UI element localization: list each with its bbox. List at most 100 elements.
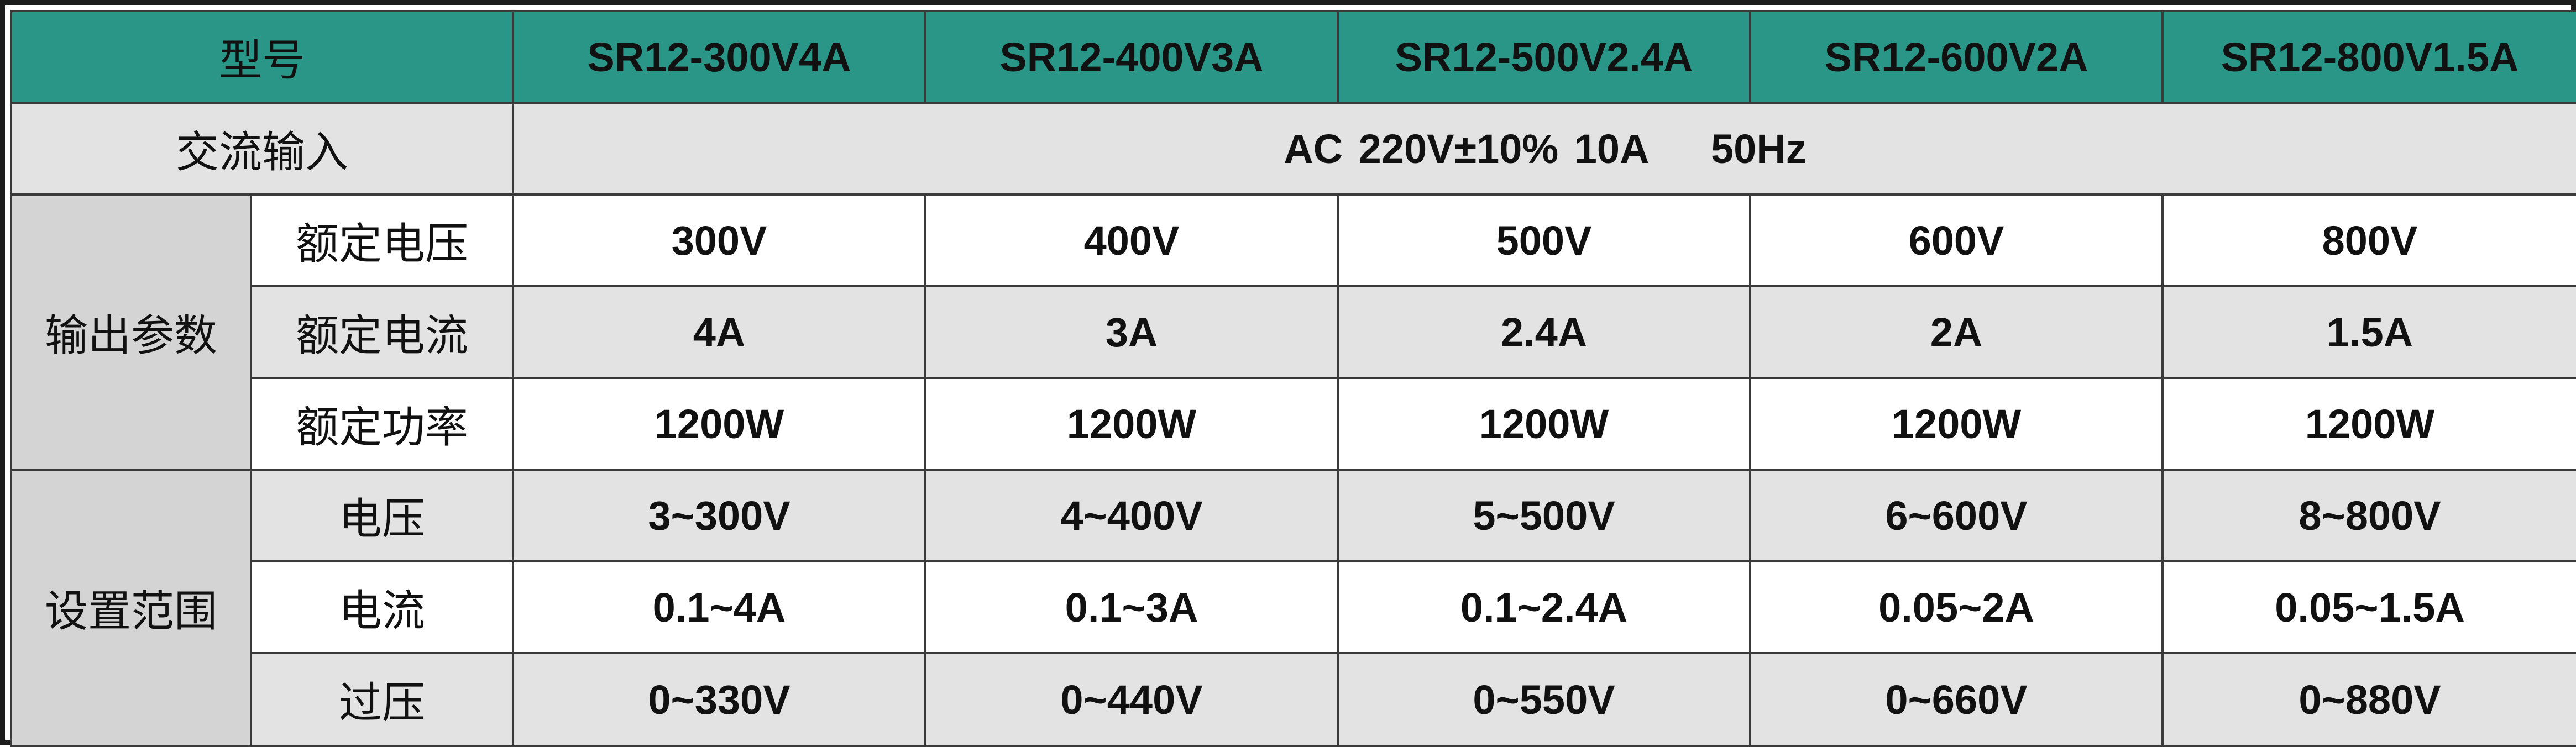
cell-value: 6~600V — [1885, 492, 2028, 539]
model-label: 型号 — [219, 36, 306, 86]
value-cell: 1200W — [1337, 377, 1752, 471]
row-label: 额定功率 — [296, 403, 469, 453]
value-cell: 0.05~1.5A — [2161, 560, 2576, 654]
value-cell: 4A — [512, 285, 927, 379]
cell-value: 300V — [671, 217, 767, 264]
value-cell: 0.1~2.4A — [1337, 560, 1752, 654]
ac-input-label-cell: 交流输入 — [9, 102, 515, 196]
model-header-cell: SR12-500V2.4A — [1337, 10, 1752, 104]
value-cell: 800V — [2161, 193, 2576, 287]
cell-value: 0~330V — [648, 676, 790, 723]
table-row: 额定功率 1200W 1200W 1200W 1200W 1200W — [11, 377, 2576, 471]
table-row: 电流 0.1~4A 0.1~3A 0.1~2.4A 0.05~2A 0.05~1… — [11, 560, 2576, 654]
value-cell: 2.4A — [1337, 285, 1752, 379]
value-cell: 5~500V — [1337, 469, 1752, 562]
cell-value: 3A — [1105, 309, 1158, 355]
value-cell: 1200W — [512, 377, 927, 471]
value-cell: 1200W — [924, 377, 1339, 471]
ac-input-value-cell: AC 220V±10% 10A 50Hz — [512, 102, 2576, 196]
cell-value: 1200W — [2305, 401, 2435, 447]
cell-value: 1200W — [1066, 401, 1197, 447]
cell-value: 0.1~4A — [652, 584, 786, 630]
model-name: SR12-400V3A — [999, 34, 1264, 80]
cell-value: 800V — [2322, 217, 2418, 264]
row-label-cell: 电流 — [249, 560, 515, 654]
cell-value: 0~550V — [1473, 676, 1615, 723]
value-cell: 2A — [1749, 285, 2164, 379]
value-cell: 0~440V — [924, 652, 1339, 747]
value-cell: 3A — [924, 285, 1339, 379]
model-header-cell: SR12-400V3A — [924, 10, 1339, 104]
row-label-cell: 电压 — [249, 469, 515, 562]
ac-input-value: AC 220V±10% 10A 50Hz — [1284, 125, 1807, 172]
value-cell: 6~600V — [1749, 469, 2164, 562]
value-cell: 0.05~2A — [1749, 560, 2164, 654]
value-cell: 0~550V — [1337, 652, 1752, 747]
header-row: 型号 SR12-300V4A SR12-400V3A SR12-500V2.4A… — [9, 10, 2576, 104]
value-cell: 400V — [924, 193, 1339, 287]
output-params-label: 输出参数 — [44, 311, 217, 361]
value-cell: 0.1~4A — [512, 560, 927, 654]
cell-value: 0.1~3A — [1065, 584, 1198, 630]
value-cell: 3~300V — [512, 469, 927, 562]
cell-value: 1200W — [1891, 401, 2022, 447]
cell-value: 600V — [1908, 217, 2004, 264]
value-cell: 0.1~3A — [924, 560, 1339, 654]
cell-value: 500V — [1496, 217, 1592, 264]
cell-value: 0.05~1.5A — [2275, 584, 2465, 630]
cell-value: 4~400V — [1060, 492, 1203, 539]
row-label-cell: 额定功率 — [249, 377, 515, 471]
spec-table: 型号 SR12-300V4A SR12-400V3A SR12-500V2.4A… — [9, 10, 2576, 747]
output-params-group-cell: 输出参数 — [10, 193, 252, 471]
cell-value: 1200W — [1479, 401, 1609, 447]
model-name: SR12-600V2A — [1824, 34, 2088, 80]
cell-value: 0~880V — [2298, 676, 2441, 723]
row-label: 额定电压 — [296, 219, 469, 269]
row-label-cell: 过压 — [249, 652, 515, 747]
value-cell: 500V — [1337, 193, 1752, 287]
value-cell: 300V — [512, 193, 927, 287]
model-header-cell: SR12-300V4A — [512, 10, 927, 104]
table-row: 过压 0~330V 0~440V 0~550V 0~660V 0~880V — [11, 652, 2576, 747]
model-header-cell: SR12-800V1.5A — [2161, 10, 2576, 104]
setting-range-group-cell: 设置范围 — [10, 469, 252, 747]
value-cell: 0~660V — [1749, 652, 2164, 747]
cell-value: 8~800V — [2298, 492, 2441, 539]
cell-value: 0.1~2.4A — [1460, 584, 1628, 630]
ac-input-row: 交流输入 AC 220V±10% 10A 50Hz — [9, 102, 2576, 196]
model-name: SR12-300V4A — [587, 34, 851, 80]
cell-value: 1200W — [654, 401, 784, 447]
value-cell: 8~800V — [2161, 469, 2576, 562]
value-cell: 1.5A — [2161, 285, 2576, 379]
ac-input-label: 交流输入 — [176, 128, 349, 177]
row-label-cell: 额定电流 — [249, 285, 515, 379]
cell-value: 2.4A — [1500, 309, 1588, 355]
row-label: 电流 — [339, 586, 426, 636]
row-label: 额定电流 — [296, 311, 469, 361]
cell-value: 0~660V — [1885, 676, 2028, 723]
cell-value: 0~440V — [1060, 676, 1203, 723]
model-name: SR12-800V1.5A — [2221, 34, 2519, 80]
value-cell: 0~880V — [2161, 652, 2576, 747]
setting-range-label: 设置范围 — [44, 587, 217, 636]
table-row: 输出参数 额定电压 300V 400V 500V 600V 800V — [10, 193, 2576, 471]
value-cell: 4~400V — [924, 469, 1339, 562]
table-row: 额定电流 4A 3A 2.4A 2A 1.5A — [11, 285, 2576, 379]
table-row: 设置范围 电压 3~300V 4~400V 5~500V 6~600V 8~80… — [10, 469, 2576, 747]
cell-value: 1.5A — [2326, 309, 2413, 355]
cell-value: 2A — [1930, 309, 1983, 355]
row-label-cell: 额定电压 — [249, 193, 515, 287]
row-label: 过压 — [339, 678, 426, 728]
cell-value: 5~500V — [1473, 492, 1615, 539]
value-cell: 0~330V — [512, 652, 927, 747]
cell-value: 4A — [693, 309, 746, 355]
value-cell: 1200W — [1749, 377, 2164, 471]
value-cell: 600V — [1749, 193, 2164, 287]
model-header-cell: SR12-600V2A — [1749, 10, 2164, 104]
model-name: SR12-500V2.4A — [1395, 34, 1693, 80]
row-label: 电压 — [339, 495, 426, 544]
cell-value: 3~300V — [648, 492, 790, 539]
model-label-cell: 型号 — [9, 10, 515, 104]
cell-value: 400V — [1083, 217, 1180, 264]
